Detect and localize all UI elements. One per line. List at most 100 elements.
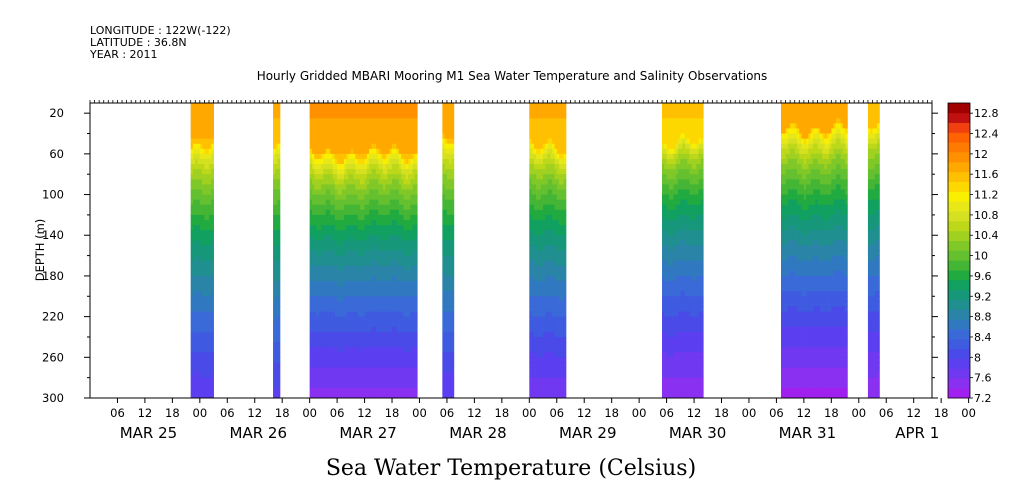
heatmap-cell: [309, 153, 313, 160]
heatmap-cell: [664, 281, 667, 287]
heatmap-cell: [211, 133, 214, 140]
heatmap-cell: [371, 265, 375, 272]
heatmap-cell: [559, 184, 562, 190]
heatmap-cell: [401, 143, 404, 150]
heatmap-cell: [314, 128, 317, 134]
heatmap-cell: [392, 138, 395, 145]
heatmap-cell: [195, 306, 198, 312]
heatmap-cell: [275, 392, 279, 399]
heatmap-cell: [323, 108, 327, 114]
heatmap-cell: [378, 179, 381, 185]
heatmap-cell: [332, 392, 336, 399]
heatmap-cell: [273, 336, 276, 343]
heatmap-cell: [371, 347, 375, 353]
heatmap-cell: [543, 377, 546, 384]
heatmap-cell: [199, 108, 203, 114]
heatmap-cell: [451, 347, 455, 353]
heatmap-cell: [371, 133, 375, 140]
heatmap-cell: [385, 143, 388, 150]
heatmap-cell: [321, 240, 324, 246]
heatmap-cell: [211, 296, 214, 302]
heatmap-cell: [275, 311, 279, 318]
heatmap-cell: [334, 296, 338, 302]
heatmap-cell: [362, 367, 365, 373]
heatmap-cell: [273, 372, 276, 379]
heatmap-cell: [385, 291, 388, 297]
heatmap-cell: [556, 326, 560, 333]
heatmap-cell: [327, 286, 331, 292]
heatmap-cell: [531, 214, 535, 221]
heatmap-cell: [204, 336, 208, 343]
heatmap-cell: [529, 153, 532, 160]
heatmap-cell: [325, 108, 329, 114]
heatmap-cell: [353, 301, 356, 307]
heatmap-cell: [323, 270, 327, 277]
heatmap-cell: [412, 158, 416, 165]
heatmap-cell: [362, 270, 365, 277]
heatmap-cell: [376, 189, 379, 195]
heatmap-cell: [192, 194, 196, 201]
heatmap-cell: [552, 158, 555, 165]
heatmap-cell: [392, 367, 395, 373]
heatmap-cell: [364, 387, 368, 394]
heatmap-cell: [671, 377, 674, 384]
heatmap-cell: [202, 392, 205, 399]
heatmap-cell: [549, 296, 553, 302]
heatmap-cell: [369, 352, 372, 358]
heatmap-cell: [547, 174, 551, 180]
heatmap-cell: [348, 158, 352, 165]
heatmap-cell: [376, 230, 379, 236]
heatmap-cell: [410, 194, 414, 201]
heatmap-cell: [332, 250, 336, 256]
heatmap-cell: [392, 296, 395, 302]
heatmap-cell: [346, 306, 349, 312]
heatmap-cell: [369, 158, 372, 165]
heatmap-cell: [538, 336, 542, 343]
heatmap-cell: [451, 138, 455, 145]
heatmap-cell: [314, 153, 317, 160]
heatmap-cell: [350, 275, 354, 282]
heatmap-cell: [664, 240, 667, 246]
heatmap-cell: [410, 326, 414, 333]
heatmap-cell: [316, 255, 320, 262]
heatmap-cell: [341, 387, 345, 394]
heatmap-cell: [382, 108, 386, 114]
heatmap-cell: [536, 214, 539, 221]
heatmap-cell: [318, 153, 322, 160]
heatmap-cell: [380, 275, 384, 282]
heatmap-cell: [197, 316, 201, 323]
heatmap-cell: [392, 158, 395, 165]
heatmap-cell: [552, 291, 555, 297]
heatmap-cell: [662, 286, 665, 292]
heatmap-cell: [275, 214, 279, 221]
heatmap-cell: [449, 143, 452, 150]
heatmap-cell: [444, 219, 448, 226]
heatmap-cell: [337, 174, 340, 180]
heatmap-cell: [538, 270, 542, 277]
heatmap-cell: [190, 382, 194, 389]
heatmap-cell: [332, 270, 336, 277]
heatmap-cell: [195, 235, 198, 241]
heatmap-cell: [275, 209, 279, 216]
heatmap-cell: [275, 260, 279, 267]
heatmap-cell: [664, 235, 667, 241]
heatmap-cell: [321, 291, 324, 297]
heatmap-cell: [556, 209, 560, 216]
heatmap-cell: [540, 219, 544, 226]
heatmap-cell: [408, 342, 411, 348]
heatmap-cell: [321, 225, 324, 231]
heatmap-cell: [208, 245, 212, 251]
heatmap-cell: [330, 291, 333, 297]
heatmap-cell: [563, 240, 567, 246]
heatmap-cell: [357, 326, 361, 333]
heatmap-cell: [385, 235, 388, 241]
heatmap-cell: [357, 342, 361, 348]
heatmap-cell: [414, 184, 418, 190]
heatmap-cell: [190, 255, 194, 262]
heatmap-cell: [311, 336, 315, 343]
heatmap-cell: [545, 199, 549, 206]
heatmap-cell: [357, 382, 361, 389]
heatmap-cell: [449, 230, 452, 236]
heatmap-cell: [561, 357, 565, 363]
heatmap-cell: [387, 164, 391, 170]
